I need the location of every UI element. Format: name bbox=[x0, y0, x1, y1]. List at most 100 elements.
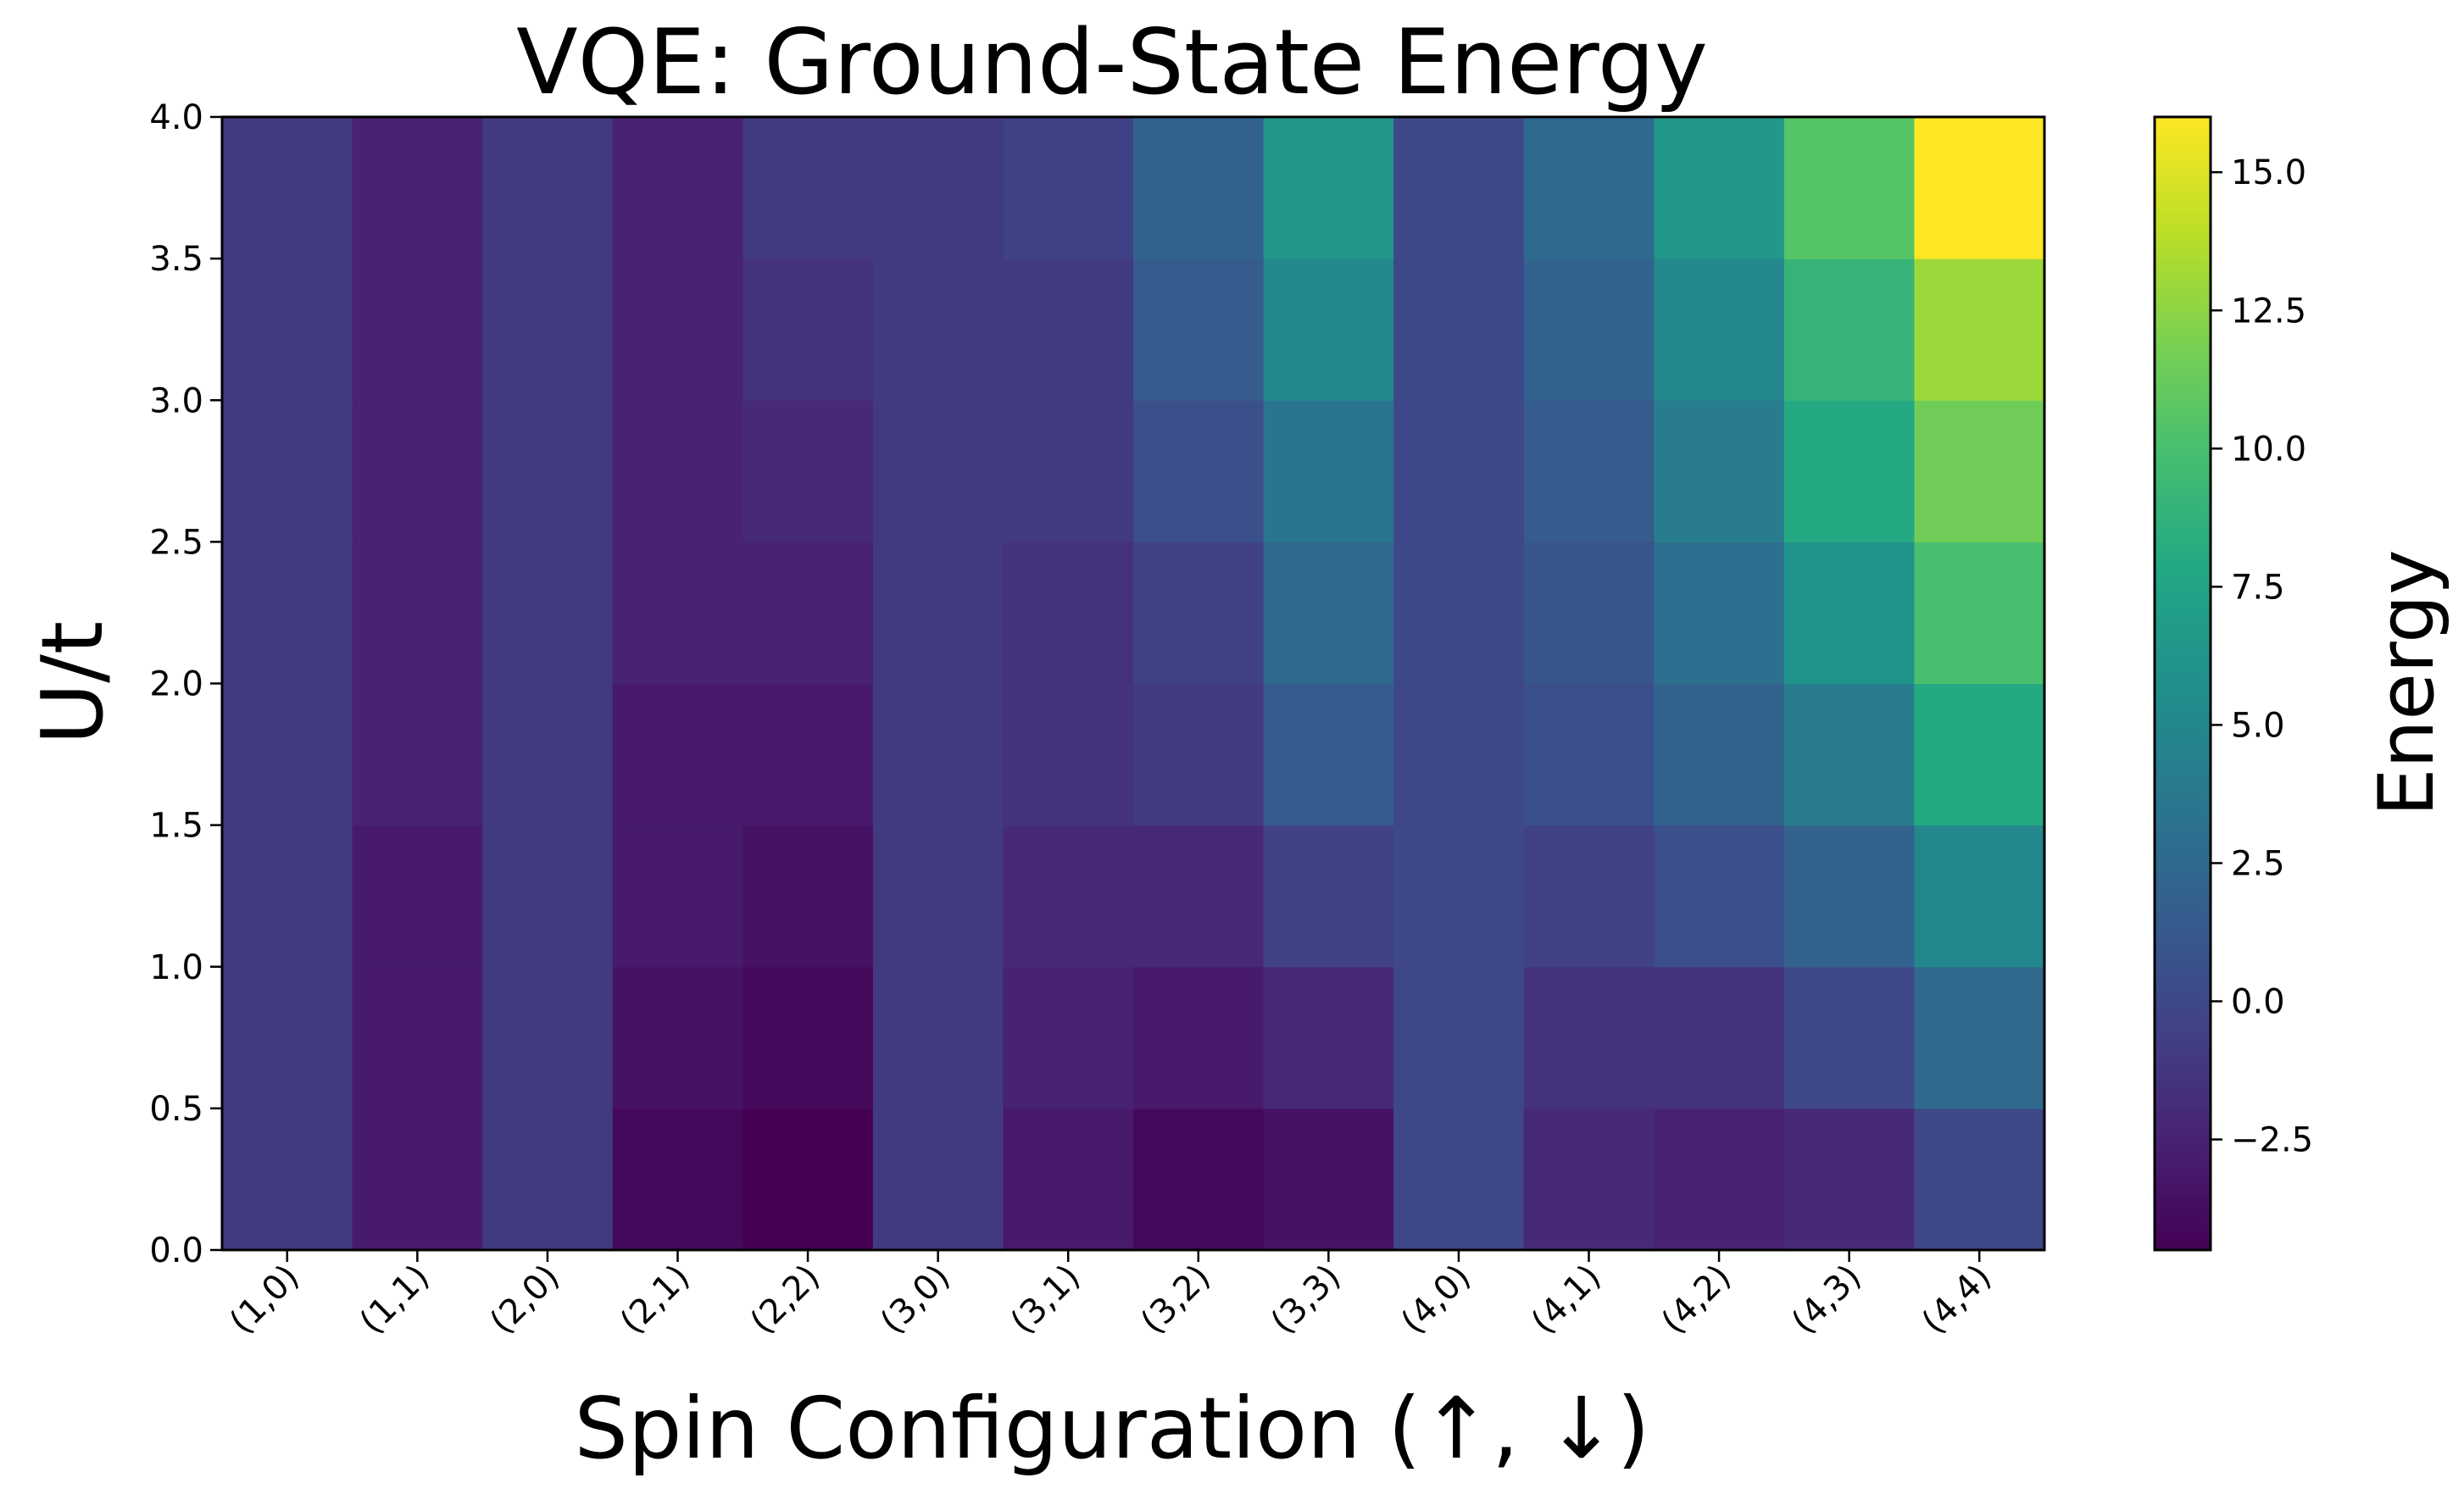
heatmap-cell bbox=[1523, 117, 1655, 259]
heatmap-cell bbox=[743, 966, 874, 1109]
colorbar-frame bbox=[2153, 115, 2212, 1252]
heatmap-cell bbox=[1393, 825, 1525, 968]
heatmap-cell bbox=[1393, 400, 1525, 542]
x-axis-label: Spin Configuration (↑, ↓) bbox=[574, 1379, 1649, 1478]
heatmap-cell bbox=[1263, 400, 1394, 542]
heatmap-cell bbox=[612, 542, 743, 685]
heatmap-cell bbox=[1393, 117, 1525, 259]
heatmap-cell bbox=[1263, 542, 1394, 685]
heatmap-cell bbox=[352, 825, 483, 968]
chart-title: VQE: Ground-State Energy bbox=[516, 10, 1708, 114]
y-axis-ticks: 0.0 0.5 1.0 1.5 2.0 2.5 3.0 3.5 4.0 bbox=[149, 98, 222, 1270]
heatmap-cell bbox=[352, 1108, 483, 1251]
heatmap-cell bbox=[1914, 258, 2045, 401]
x-axis-ticks: (1,0) (1,1) (2,0) (2,1) (2,2) (3,0) (3,1) (3,2)… bbox=[222, 1250, 1999, 1342]
colorbar-tick-label: −2.5 bbox=[2231, 1121, 2313, 1160]
x-tick-label: (3,2) bbox=[1133, 1258, 1218, 1342]
heatmap-cell bbox=[1783, 683, 1916, 826]
heatmap-cell bbox=[482, 542, 614, 685]
heatmap-cell bbox=[482, 1108, 614, 1251]
y-axis-label: U/t bbox=[23, 621, 122, 745]
heatmap-cell bbox=[1654, 400, 1785, 542]
heatmap-cell bbox=[222, 1108, 353, 1251]
heatmap-cell bbox=[1133, 542, 1265, 685]
heatmap-cell bbox=[1263, 825, 1394, 968]
heatmap-cell bbox=[1523, 258, 1655, 401]
heatmap-cell bbox=[1263, 966, 1394, 1109]
heatmap-cell bbox=[1003, 1108, 1134, 1251]
heatmap-cell bbox=[1263, 258, 1394, 401]
x-tick-label: (1,1) bbox=[353, 1258, 437, 1342]
heatmap-cell bbox=[1523, 966, 1655, 1109]
heatmap-cell bbox=[1523, 825, 1655, 968]
colorbar-tick-label: 15.0 bbox=[2231, 153, 2306, 192]
heatmap-cell bbox=[1783, 258, 1916, 401]
heatmap-cell bbox=[1263, 1108, 1394, 1251]
colorbar-tick-label: 0.0 bbox=[2231, 983, 2285, 1022]
heatmap-cell bbox=[1133, 966, 1265, 1109]
heatmap-cell bbox=[222, 117, 353, 259]
heatmap-cell bbox=[1783, 825, 1916, 968]
heatmap-cell bbox=[612, 117, 743, 259]
heatmap-cell bbox=[1914, 117, 2045, 259]
x-tick-label: (3,1) bbox=[1004, 1258, 1088, 1342]
colorbar-ticks: −2.5 0.0 2.5 5.0 7.5 10.0 12.5 15.0 bbox=[2211, 153, 2313, 1160]
heatmap-cell bbox=[1003, 117, 1134, 259]
heatmap-cell bbox=[1783, 1108, 1916, 1251]
heatmap-cell bbox=[1783, 542, 1916, 685]
x-tick-label: (1,0) bbox=[222, 1258, 307, 1342]
heatmap-cell bbox=[1133, 258, 1265, 401]
heatmap-cell bbox=[743, 400, 874, 542]
y-tick-label: 3.0 bbox=[149, 381, 203, 420]
y-tick-label: 0.0 bbox=[149, 1231, 203, 1270]
heatmap-cell bbox=[1654, 966, 1785, 1109]
heatmap-cell bbox=[352, 258, 483, 401]
heatmap-cell bbox=[1914, 683, 2045, 826]
heatmap-cell bbox=[1393, 542, 1525, 685]
y-tick-label: 2.5 bbox=[149, 523, 203, 562]
heatmap-cell bbox=[1654, 825, 1785, 968]
colorbar-tick-label: 2.5 bbox=[2231, 844, 2285, 883]
heatmap-cell bbox=[1523, 1108, 1655, 1251]
heatmap-cell bbox=[1003, 258, 1134, 401]
heatmap-cell bbox=[872, 825, 1004, 968]
heatmap-cell bbox=[222, 258, 353, 401]
heatmap-cells bbox=[222, 117, 2045, 1251]
y-tick-label: 2.0 bbox=[149, 665, 203, 704]
heatmap-cell bbox=[612, 683, 743, 826]
heatmap-cell bbox=[872, 117, 1004, 259]
heatmap-cell bbox=[1914, 1108, 2045, 1251]
heatmap-cell bbox=[1914, 542, 2045, 685]
heatmap-cell bbox=[1914, 825, 2045, 968]
heatmap-cell bbox=[612, 258, 743, 401]
heatmap-cell bbox=[482, 258, 614, 401]
heatmap-cell bbox=[352, 117, 483, 259]
heatmap-cell bbox=[1783, 400, 1916, 542]
y-tick-label: 0.5 bbox=[149, 1090, 203, 1129]
y-tick-label: 1.0 bbox=[149, 948, 203, 987]
heatmap-cell bbox=[743, 683, 874, 826]
heatmap-cell bbox=[872, 542, 1004, 685]
colorbar-gradient bbox=[2155, 117, 2211, 1250]
heatmap-cell bbox=[872, 683, 1004, 826]
heatmap-cell bbox=[482, 683, 614, 826]
colorbar-tick-label: 12.5 bbox=[2231, 292, 2306, 331]
colorbar-label: Energy bbox=[2362, 549, 2451, 816]
heatmap-cell bbox=[1523, 683, 1655, 826]
y-tick-label: 1.5 bbox=[149, 807, 203, 846]
heatmap-cell bbox=[352, 400, 483, 542]
heatmap-cell bbox=[612, 1108, 743, 1251]
heatmap-cell bbox=[222, 400, 353, 542]
heatmap-cell bbox=[1003, 966, 1134, 1109]
colorbar-tick-label: 10.0 bbox=[2231, 430, 2306, 469]
x-tick-label: (4,1) bbox=[1524, 1258, 1609, 1342]
heatmap-cell bbox=[1523, 542, 1655, 685]
heatmap-cell bbox=[1133, 683, 1265, 826]
heatmap-cell bbox=[1654, 1108, 1785, 1251]
heatmap-cell bbox=[222, 683, 353, 826]
heatmap-cell bbox=[1003, 683, 1134, 826]
heatmap-cell bbox=[1133, 400, 1265, 542]
heatmap-cell bbox=[1393, 258, 1525, 401]
heatmap-cell bbox=[743, 825, 874, 968]
heatmap-cell bbox=[482, 966, 614, 1109]
